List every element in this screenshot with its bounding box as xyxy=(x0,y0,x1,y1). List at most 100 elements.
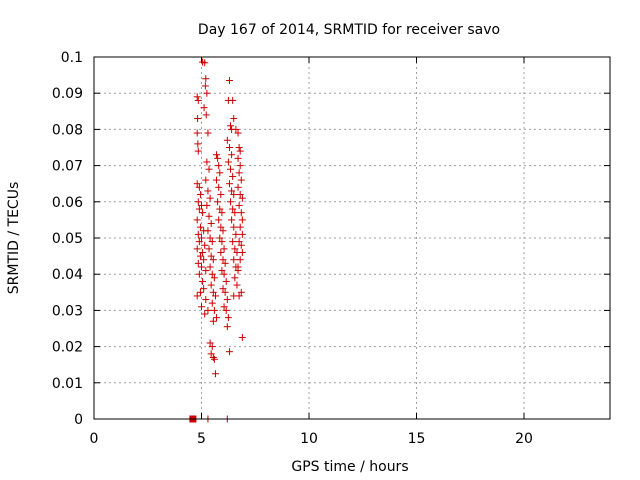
data-point xyxy=(194,147,202,155)
data-point xyxy=(199,209,207,217)
data-point xyxy=(230,256,238,264)
data-point xyxy=(206,263,214,271)
data-point xyxy=(230,191,238,199)
y-axis-title: SRMTID / TECUs xyxy=(6,182,22,295)
data-point xyxy=(216,234,224,242)
data-point xyxy=(205,245,213,253)
data-point xyxy=(237,241,245,249)
chart-title: Day 167 of 2014, SRMTID for receiver sav… xyxy=(198,22,500,38)
data-point xyxy=(235,201,243,209)
data-point xyxy=(202,111,210,119)
data-point xyxy=(193,180,201,188)
data-point xyxy=(208,238,216,246)
data-point xyxy=(219,285,227,293)
data-point xyxy=(225,180,233,188)
y-tick-label: 0.07 xyxy=(52,159,83,175)
data-point xyxy=(200,285,208,293)
data-point xyxy=(206,234,214,242)
data-point xyxy=(221,288,229,296)
data-point xyxy=(223,323,231,331)
data-point xyxy=(204,306,212,314)
data-point xyxy=(210,274,218,282)
data-point xyxy=(201,241,209,249)
data-point xyxy=(206,339,214,347)
data-point xyxy=(200,256,208,264)
tick-labels: 0 0.01 0.02 0.03 0.04 0.05 0.06 0.07 0.08 0.09 0.1… xyxy=(52,50,533,447)
data-point xyxy=(232,230,240,238)
data-point xyxy=(194,96,202,104)
data-point xyxy=(220,245,228,253)
data-point xyxy=(193,93,201,101)
data-point xyxy=(207,350,215,358)
data-point xyxy=(201,59,209,67)
data-point xyxy=(238,334,246,342)
data-point xyxy=(217,191,225,199)
data-point xyxy=(204,227,212,235)
data-point xyxy=(219,227,227,235)
data-point xyxy=(229,205,237,213)
data-point xyxy=(220,303,228,311)
data-point xyxy=(196,191,204,199)
plot-frame xyxy=(93,56,611,420)
data-point xyxy=(237,209,245,217)
data-point xyxy=(235,169,243,177)
data-point xyxy=(227,198,235,206)
data-point xyxy=(216,205,224,213)
data-point xyxy=(195,205,203,213)
y-tick-label: 0 xyxy=(74,412,83,428)
data-point xyxy=(232,125,240,133)
data-point xyxy=(238,248,246,256)
data-point xyxy=(201,82,209,90)
x-tick-label: 10 xyxy=(300,431,318,447)
data-point xyxy=(228,216,236,224)
data-point xyxy=(238,194,246,202)
data-point xyxy=(235,144,243,151)
data-point xyxy=(217,223,225,231)
y-tick-label: 0.09 xyxy=(52,86,83,102)
data-point xyxy=(235,292,243,300)
data-point xyxy=(213,151,221,159)
data-point xyxy=(215,216,223,224)
x-axis-title: GPS time / hours xyxy=(291,459,408,475)
data-point xyxy=(204,187,212,195)
data-point xyxy=(214,154,222,162)
data-point xyxy=(202,75,210,83)
data-point xyxy=(215,162,223,170)
data-point xyxy=(222,277,230,285)
data-point xyxy=(200,104,208,112)
data-point xyxy=(202,267,210,275)
data-point xyxy=(223,296,231,304)
data-point xyxy=(238,230,246,238)
data-point xyxy=(214,198,222,206)
data-point xyxy=(203,201,211,209)
data-point xyxy=(236,256,244,264)
scatter-points xyxy=(189,58,246,423)
data-point xyxy=(237,288,245,296)
x-tick-label: 5 xyxy=(197,431,206,447)
x-tick-label: 20 xyxy=(515,431,533,447)
data-point xyxy=(230,223,238,231)
data-point xyxy=(234,154,242,162)
data-point xyxy=(201,310,209,318)
data-point xyxy=(196,288,204,296)
data-point xyxy=(219,256,227,264)
data-point xyxy=(215,183,223,191)
data-point xyxy=(228,151,236,159)
data-point xyxy=(195,238,203,246)
data-point xyxy=(202,176,210,184)
data-point xyxy=(211,370,219,378)
data-point xyxy=(207,220,215,228)
data-point xyxy=(195,183,203,191)
data-point xyxy=(196,252,204,260)
data-point xyxy=(198,234,205,242)
y-tick-label: 0.06 xyxy=(52,195,83,211)
y-tick-label: 0.01 xyxy=(52,376,83,392)
grid-lines xyxy=(94,57,610,419)
data-point xyxy=(224,158,232,166)
data-point xyxy=(205,165,213,173)
data-point xyxy=(208,270,216,278)
data-point xyxy=(209,317,217,325)
data-point xyxy=(236,162,244,170)
data-point xyxy=(208,299,216,307)
y-tick-label: 0.03 xyxy=(52,303,83,319)
